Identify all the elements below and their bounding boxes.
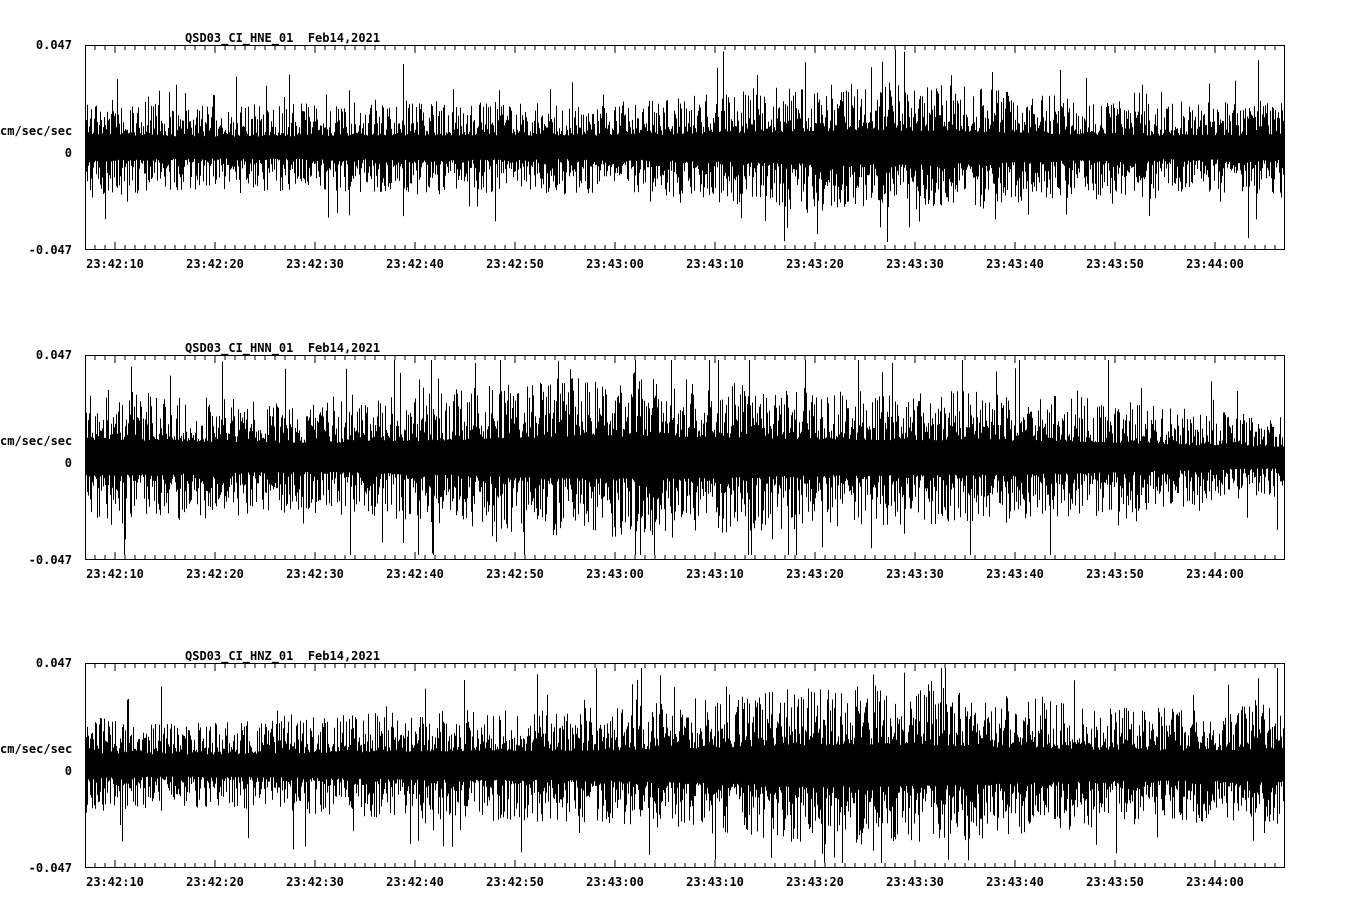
x-tick-label: 23:43:30: [886, 567, 944, 581]
x-tick-label: 23:43:50: [1086, 257, 1144, 271]
x-tick-label: 23:42:50: [486, 257, 544, 271]
x-tick-label: 23:42:30: [286, 257, 344, 271]
y-axis-label-min: -0.047: [28, 861, 72, 875]
x-axis-labels: 23:42:10 23:42:20 23:42:30 23:42:40 23:42:50…: [85, 875, 1285, 891]
x-tick-label: 23:43:10: [686, 257, 744, 271]
x-tick-label: 23:43:40: [986, 257, 1044, 271]
y-axis-label-min: -0.047: [28, 553, 72, 567]
waveform-plot: [85, 663, 1285, 868]
x-tick-label: 23:42:10: [86, 257, 144, 271]
x-tick-label: 23:42:40: [386, 875, 444, 889]
x-tick-label: 23:42:40: [386, 567, 444, 581]
x-tick-label: 23:43:10: [686, 567, 744, 581]
seismogram-panel-hnz: QSD03_CI_HNZ_01 Feb14,2021 0.047 cm/sec/…: [0, 610, 1358, 924]
x-tick-label: 23:42:30: [286, 875, 344, 889]
y-axis-label-max: 0.047: [35, 656, 72, 670]
x-tick-label: 23:43:40: [986, 875, 1044, 889]
x-tick-label: 23:42:20: [186, 875, 244, 889]
y-axis-title: cm/sec/sec: [0, 124, 73, 138]
x-tick-label: 23:42:10: [86, 567, 144, 581]
x-tick-label: 23:42:20: [186, 567, 244, 581]
x-tick-label: 23:44:00: [1186, 875, 1244, 889]
y-axis-label-zero: 0: [64, 456, 72, 470]
x-tick-label: 23:42:30: [286, 567, 344, 581]
x-tick-label: 23:43:00: [586, 567, 644, 581]
x-tick-label: 23:44:00: [1186, 567, 1244, 581]
x-tick-label: 23:43:00: [586, 257, 644, 271]
x-tick-label: 23:43:20: [786, 875, 844, 889]
trace-title: QSD03_CI_HNN_01 Feb14,2021: [185, 341, 381, 355]
x-tick-label: 23:43:50: [1086, 875, 1144, 889]
waveform-plot: [85, 45, 1285, 250]
x-tick-label: 23:43:20: [786, 257, 844, 271]
seismogram-panel-hnn: QSD03_CI_HNN_01 Feb14,2021 0.047 cm/sec/…: [0, 300, 1358, 610]
x-tick-label: 23:42:50: [486, 875, 544, 889]
x-tick-label: 23:43:30: [886, 875, 944, 889]
seismogram-panel-hne: QSD03_CI_HNE_01 Feb14,2021 0.047 cm/sec/…: [0, 0, 1358, 300]
x-axis-labels: 23:42:10 23:42:20 23:42:30 23:42:40 23:42:50…: [85, 257, 1285, 273]
x-tick-label: 23:42:50: [486, 567, 544, 581]
x-tick-label: 23:43:20: [786, 567, 844, 581]
x-tick-label: 23:43:30: [886, 257, 944, 271]
trace-title: QSD03_CI_HNZ_01 Feb14,2021: [185, 649, 381, 663]
y-axis-label-max: 0.047: [35, 348, 72, 362]
y-axis-label-min: -0.047: [28, 243, 72, 257]
x-tick-label: 23:43:10: [686, 875, 744, 889]
x-tick-label: 23:43:40: [986, 567, 1044, 581]
y-axis-label-zero: 0: [64, 146, 72, 160]
x-tick-label: 23:43:50: [1086, 567, 1144, 581]
x-tick-label: 23:42:20: [186, 257, 244, 271]
x-tick-label: 23:43:00: [586, 875, 644, 889]
x-tick-label: 23:44:00: [1186, 257, 1244, 271]
y-axis-label-max: 0.047: [35, 38, 72, 52]
x-tick-label: 23:42:40: [386, 257, 444, 271]
trace-title: QSD03_CI_HNE_01 Feb14,2021: [185, 31, 381, 45]
y-axis-title: cm/sec/sec: [0, 434, 73, 448]
waveform-plot: [85, 355, 1285, 560]
y-axis-label-zero: 0: [64, 764, 72, 778]
y-axis-title: cm/sec/sec: [0, 742, 73, 756]
x-axis-labels: 23:42:10 23:42:20 23:42:30 23:42:40 23:42:50…: [85, 567, 1285, 583]
x-tick-label: 23:42:10: [86, 875, 144, 889]
